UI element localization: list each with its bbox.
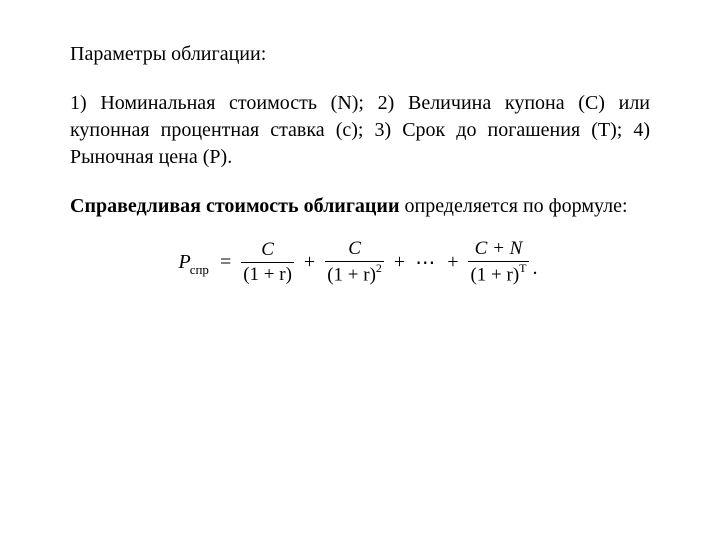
- params-list: 1) Номинальная стоимость (N); 2) Величин…: [70, 90, 650, 171]
- term-2-num: C: [346, 238, 363, 261]
- lhs-sub: спр: [190, 262, 209, 278]
- plus-2: +: [392, 251, 407, 274]
- fair-value-sentence: Справедливая стоимость облигации определ…: [70, 193, 650, 220]
- term-last-den: (1 + r)T: [468, 261, 528, 286]
- params-heading: Параметры облигации:: [70, 40, 650, 68]
- term-1: C (1 + r): [241, 239, 294, 286]
- term-1-num: C: [259, 239, 276, 262]
- equals-sign: =: [218, 251, 233, 274]
- term-2-den: (1 + r)2: [325, 261, 384, 286]
- term-last-exp: T: [519, 261, 526, 275]
- formula-period: .: [533, 257, 538, 280]
- term-last-num: C + N: [473, 238, 525, 261]
- fair-value-rest: определяется по формуле:: [399, 195, 627, 217]
- plus-1: +: [302, 251, 317, 274]
- term-2-exp: 2: [376, 261, 382, 275]
- term-2: C (1 + r)2: [325, 238, 384, 286]
- ellipsis: ⋯: [415, 250, 437, 275]
- term-last: C + N (1 + r)T: [468, 238, 528, 286]
- term-1-den: (1 + r): [241, 262, 294, 286]
- lhs: P спр: [178, 251, 209, 274]
- plus-3: +: [445, 251, 460, 274]
- fair-value-formula: P спр = C (1 + r) + C (1 + r)2 + ⋯ + C +…: [70, 230, 650, 286]
- equation: P спр = C (1 + r) + C (1 + r)2 + ⋯ + C +…: [178, 238, 541, 286]
- fair-value-bold: Справедливая стоимость облигации: [70, 195, 399, 217]
